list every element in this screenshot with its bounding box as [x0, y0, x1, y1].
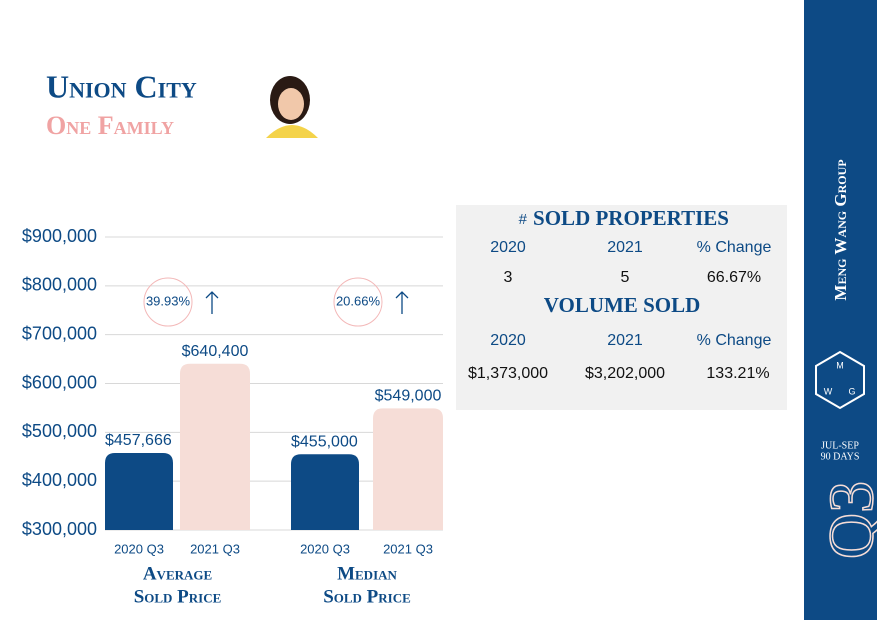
subtitle: One Family	[46, 111, 174, 140]
avatar	[262, 76, 322, 138]
stats-header: % Change	[697, 239, 772, 256]
change-circle	[333, 277, 383, 327]
bar	[180, 363, 250, 530]
quarter: Q3	[816, 481, 877, 559]
y-tick-label: $500,000	[22, 421, 97, 441]
value-label: $549,000	[375, 388, 442, 405]
up-arrow	[395, 291, 409, 314]
stats-header: 2021	[607, 332, 643, 349]
up-arrow	[205, 291, 219, 314]
stats-header: 2020	[490, 332, 526, 349]
value-label: $640,400	[182, 343, 249, 360]
stats-header: 2020	[490, 239, 526, 256]
y-tick-label: $900,000	[22, 226, 97, 246]
y-tick-label: $800,000	[22, 275, 97, 295]
change-label: 20.66%	[336, 293, 381, 308]
y-tick-label: $300,000	[22, 519, 97, 539]
stats-title: VOLUME SOLD	[544, 293, 701, 317]
change-circle	[143, 277, 193, 327]
y-tick-label: $600,000	[22, 372, 97, 392]
category-label: Sold Price	[323, 586, 411, 607]
stats-box	[456, 205, 787, 410]
period: JUL-SEP	[821, 440, 859, 451]
stats-title: SOLD PROPERTIES	[533, 206, 729, 230]
bar	[291, 454, 359, 530]
stats-value: 66.67%	[707, 269, 761, 286]
stats-value: 5	[621, 269, 630, 286]
category-label: Median	[337, 563, 397, 584]
stats-header: % Change	[697, 332, 772, 349]
category-label: Average	[143, 563, 212, 584]
brand: Meng Wang Group	[831, 159, 850, 300]
x-tick-label: 2020 Q3	[300, 541, 350, 556]
bar	[105, 453, 173, 530]
stats-value: 133.21%	[706, 365, 769, 382]
stats-prefix: #	[519, 211, 528, 228]
category-label: Sold Price	[134, 586, 222, 607]
y-tick-label: $700,000	[22, 323, 97, 343]
change-label: 39.93%	[146, 293, 191, 308]
value-label: $457,666	[105, 432, 172, 449]
logo-letter: G	[848, 386, 855, 396]
x-tick-label: 2021 Q3	[190, 541, 240, 556]
stats-header: 2021	[607, 239, 643, 256]
stats-value: $1,373,000	[468, 365, 548, 382]
x-tick-label: 2021 Q3	[383, 541, 433, 556]
y-tick-label: $400,000	[22, 470, 97, 490]
days: 90 DAYS	[821, 451, 860, 462]
logo-letter: M	[836, 360, 844, 370]
value-label: $455,000	[291, 434, 358, 451]
stats-value: 3	[504, 269, 513, 286]
logo	[815, 350, 865, 410]
title: Union City	[46, 68, 197, 104]
x-tick-label: 2020 Q3	[114, 541, 164, 556]
bar	[373, 408, 443, 530]
logo-letter: W	[824, 386, 833, 396]
stats-value: $3,202,000	[585, 365, 665, 382]
sidebar	[804, 0, 877, 620]
